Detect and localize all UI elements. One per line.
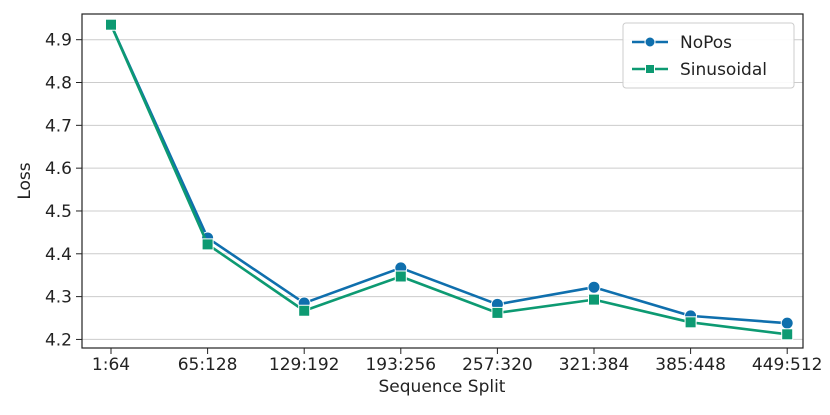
data-point-marker <box>394 270 407 283</box>
data-point-marker <box>781 328 794 341</box>
data-point-marker <box>684 316 697 329</box>
y-axis-title: Loss <box>15 162 35 199</box>
y-tick-label: 4.2 <box>45 330 72 350</box>
data-point-marker <box>588 293 600 306</box>
x-tick-label: 65:128 <box>178 355 238 375</box>
data-point-marker <box>105 18 117 31</box>
legend: NoPos Sinusoidal <box>622 22 795 89</box>
x-tick-label: 193:256 <box>365 355 436 375</box>
series-lines <box>104 18 794 341</box>
data-point-marker <box>644 36 656 48</box>
x-tick-label: 321:384 <box>559 355 630 375</box>
y-tick-label: 4.8 <box>45 74 72 94</box>
x-tick-label: 257:320 <box>462 355 533 375</box>
legend-item-nopos: NoPos <box>632 33 732 53</box>
legend-label: NoPos <box>680 33 732 53</box>
x-axis: 1:64 65:128 129:192 193:256 257:320 321:384 38… <box>92 348 823 375</box>
y-tick-label: 4.5 <box>45 202 72 222</box>
data-point-marker <box>491 306 504 319</box>
series-line <box>109 24 788 336</box>
series-line <box>109 24 788 325</box>
x-tick-label: 385:448 <box>655 355 726 375</box>
gridlines <box>82 39 803 340</box>
data-point-marker <box>201 238 214 251</box>
data-point-marker <box>645 64 655 74</box>
legend-label: Sinusoidal <box>680 60 767 80</box>
x-axis-title: Sequence Split <box>379 377 506 397</box>
x-tick-label: 129:192 <box>269 355 340 375</box>
data-point-marker <box>298 304 311 317</box>
y-tick-label: 4.7 <box>45 116 72 136</box>
legend-item-sinusoidal: Sinusoidal <box>632 60 767 80</box>
data-point-marker <box>780 316 794 330</box>
plot-frame <box>81 13 804 349</box>
y-axis: 4.2 4.3 4.4 4.5 4.6 4.7 4.8 4.9 <box>45 31 82 350</box>
y-tick-label: 4.4 <box>45 245 72 265</box>
y-tick-label: 4.3 <box>45 288 72 308</box>
series-sinusoidal <box>105 18 794 341</box>
y-tick-label: 4.9 <box>45 31 72 51</box>
data-point-marker <box>587 280 601 294</box>
y-tick-label: 4.6 <box>45 159 72 179</box>
x-tick-label: 1:64 <box>92 355 130 375</box>
x-tick-label: 449:512 <box>752 355 823 375</box>
legend-frame <box>622 22 795 89</box>
